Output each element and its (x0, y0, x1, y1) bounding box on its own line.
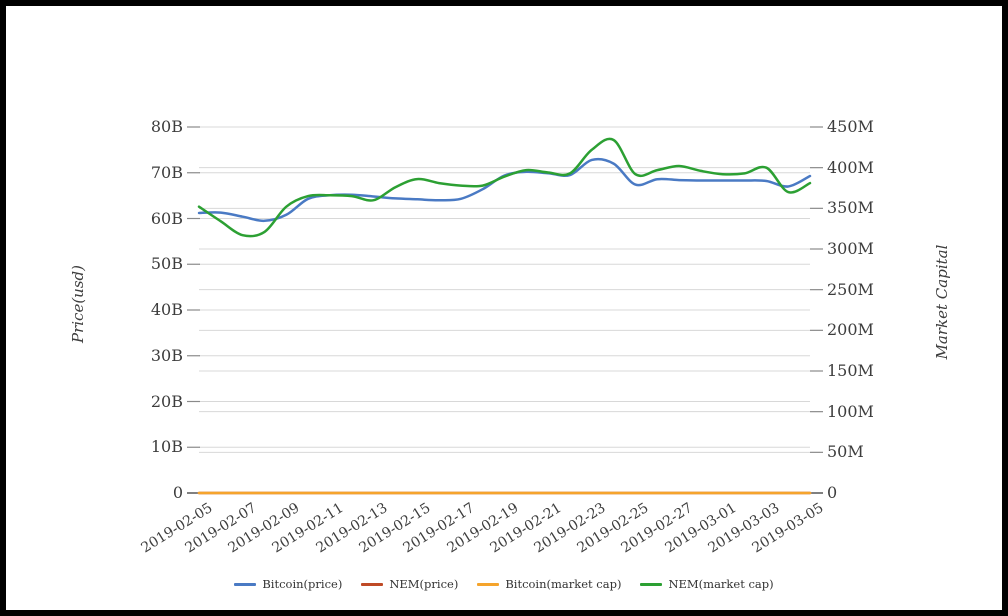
left-axis-tick-label: 50B (150, 254, 183, 274)
left-axis-title: Price(usd) (69, 265, 87, 344)
legend: Bitcoin(price) NEM(price) Bitcoin(market c… (0, 574, 1008, 594)
left-axis-tick-label: 20B (150, 391, 183, 411)
series-line-nem-market-cap (197, 137, 812, 238)
left-axis-tick-label: 30B (150, 345, 183, 365)
legend-item: NEM(price) (361, 577, 458, 591)
right-axis-tick-label: 450M (827, 117, 874, 136)
right-axis-title: Market Capital (933, 244, 951, 360)
right-axis-tick-label: 400M (827, 157, 874, 177)
right-axis-tick-label: 250M (827, 279, 874, 299)
series-line-bitcoin-price (197, 157, 812, 223)
legend-line-swatch (361, 582, 384, 586)
left-axis-tick-label: 70B (150, 162, 183, 182)
right-axis-tick-label: 200M (827, 320, 874, 340)
legend-line-swatch (640, 582, 663, 586)
left-axis-tick-label: 60B (150, 208, 183, 228)
right-axis-tick-label: 150M (827, 361, 874, 380)
right-axis-tick-label: 0 (827, 483, 838, 502)
legend-item: Bitcoin(price) (234, 577, 342, 591)
right-axis-tick-label: 300M (827, 239, 874, 258)
left-axis-tick-label: 10B (150, 437, 183, 457)
legend-item: NEM(market cap) (640, 577, 774, 591)
right-axis-tick-label: 100M (827, 401, 874, 421)
left-axis-tick-label: 80B (150, 117, 183, 136)
legend-label: NEM(market cap) (668, 577, 774, 591)
legend-label: Bitcoin(market cap) (505, 577, 622, 591)
legend-label: NEM(price) (389, 577, 459, 591)
right-axis-tick-label: 50M (827, 442, 864, 462)
legend-item: Bitcoin(market cap) (477, 577, 621, 591)
legend-label: Bitcoin(price) (262, 577, 343, 591)
legend-line-swatch (477, 582, 500, 586)
legend-line-swatch (234, 582, 257, 586)
left-axis-tick-label: 40B (150, 300, 183, 319)
left-axis-tick-label: 0 (172, 483, 183, 502)
right-axis-tick-label: 350M (827, 198, 874, 218)
